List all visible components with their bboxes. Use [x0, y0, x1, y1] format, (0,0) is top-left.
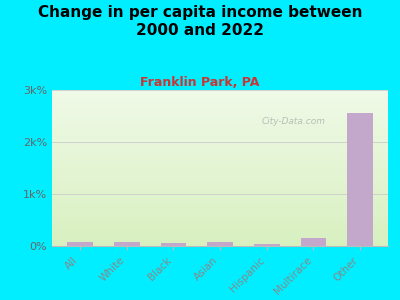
Bar — [300, 238, 326, 246]
Bar — [207, 242, 233, 246]
Bar — [254, 244, 280, 246]
Text: Change in per capita income between
2000 and 2022: Change in per capita income between 2000… — [38, 4, 362, 38]
Bar — [347, 113, 373, 246]
Bar — [67, 242, 93, 246]
Bar — [160, 243, 186, 246]
Bar — [114, 242, 140, 246]
Text: Franklin Park, PA: Franklin Park, PA — [140, 76, 260, 89]
Text: City-Data.com: City-Data.com — [262, 117, 326, 126]
